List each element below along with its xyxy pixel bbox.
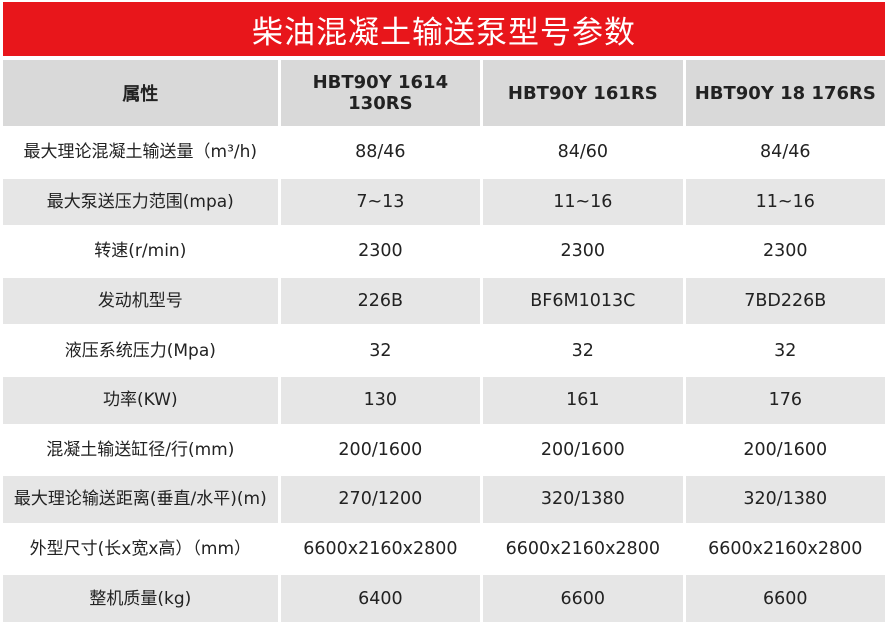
row-attribute: 最大理论混凝土输送量（m³/h)	[3, 129, 278, 176]
row-attribute: 最大泵送压力范围(mpa)	[3, 178, 278, 226]
cell-value: 2300	[280, 228, 481, 275]
row-attribute: 最大理论输送距离(垂直/水平)(m)	[3, 476, 278, 523]
cell-value: 88/46	[280, 129, 481, 176]
table-header-row: 属性 HBT90Y 1614 130RS HBT90Y 161RS HBT90Y…	[3, 60, 885, 126]
table-row: 功率(KW) 130 161 176	[3, 376, 885, 424]
cell-value: 6400	[280, 575, 481, 622]
row-attribute: 整机质量(kg)	[3, 575, 278, 622]
table-row: 最大理论输送距离(垂直/水平)(m) 270/1200 320/1380 320…	[3, 476, 885, 523]
table-row: 最大泵送压力范围(mpa) 7~13 11~16 11~16	[3, 178, 885, 226]
cell-value: 226B	[280, 277, 481, 325]
table-row: 发动机型号 226B BF6M1013C 7BD226B	[3, 277, 885, 325]
page-title: 柴油混凝土输送泵型号参数	[3, 2, 885, 56]
cell-value: 6600	[483, 575, 683, 622]
row-attribute: 混凝土输送缸径/行(mm)	[3, 426, 278, 474]
row-attribute: 外型尺寸(长x宽x高）（mm）	[3, 525, 278, 573]
table-row: 外型尺寸(长x宽x高）（mm） 6600x2160x2800 6600x2160…	[3, 525, 885, 573]
cell-value: 84/46	[685, 129, 885, 176]
cell-value: 84/60	[483, 129, 683, 176]
cell-value: 320/1380	[685, 476, 885, 523]
row-attribute: 液压系统压力(Mpa)	[3, 327, 278, 374]
cell-value: 32	[280, 327, 481, 374]
cell-value: 270/1200	[280, 476, 481, 523]
cell-value: 200/1600	[685, 426, 885, 474]
cell-value: 7~13	[280, 178, 481, 226]
row-attribute: 发动机型号	[3, 277, 278, 325]
cell-value: 7BD226B	[685, 277, 885, 325]
cell-value: 200/1600	[280, 426, 481, 474]
header-model-1: HBT90Y 1614 130RS	[280, 60, 481, 126]
header-model-3: HBT90Y 18 176RS	[685, 60, 885, 126]
cell-value: 6600x2160x2800	[685, 525, 885, 573]
cell-value: 176	[685, 376, 885, 424]
header-model-2: HBT90Y 161RS	[483, 60, 683, 126]
cell-value: 130	[280, 376, 481, 424]
cell-value: 32	[483, 327, 683, 374]
cell-value: 2300	[483, 228, 683, 275]
cell-value: BF6M1013C	[483, 277, 683, 325]
row-attribute: 转速(r/min)	[3, 228, 278, 275]
cell-value: 2300	[685, 228, 885, 275]
table-row: 转速(r/min) 2300 2300 2300	[3, 228, 885, 275]
cell-value: 320/1380	[483, 476, 683, 523]
cell-value: 6600x2160x2800	[280, 525, 481, 573]
cell-value: 32	[685, 327, 885, 374]
spec-table: 属性 HBT90Y 1614 130RS HBT90Y 161RS HBT90Y…	[0, 57, 888, 625]
cell-value: 11~16	[483, 178, 683, 226]
table-row: 液压系统压力(Mpa) 32 32 32	[3, 327, 885, 374]
table-row: 整机质量(kg) 6400 6600 6600	[3, 575, 885, 622]
header-attribute: 属性	[3, 60, 278, 126]
cell-value: 6600x2160x2800	[483, 525, 683, 573]
cell-value: 161	[483, 376, 683, 424]
row-attribute: 功率(KW)	[3, 376, 278, 424]
table-row: 最大理论混凝土输送量（m³/h) 88/46 84/60 84/46	[3, 129, 885, 176]
cell-value: 200/1600	[483, 426, 683, 474]
table-row: 混凝土输送缸径/行(mm) 200/1600 200/1600 200/1600	[3, 426, 885, 474]
cell-value: 11~16	[685, 178, 885, 226]
cell-value: 6600	[685, 575, 885, 622]
